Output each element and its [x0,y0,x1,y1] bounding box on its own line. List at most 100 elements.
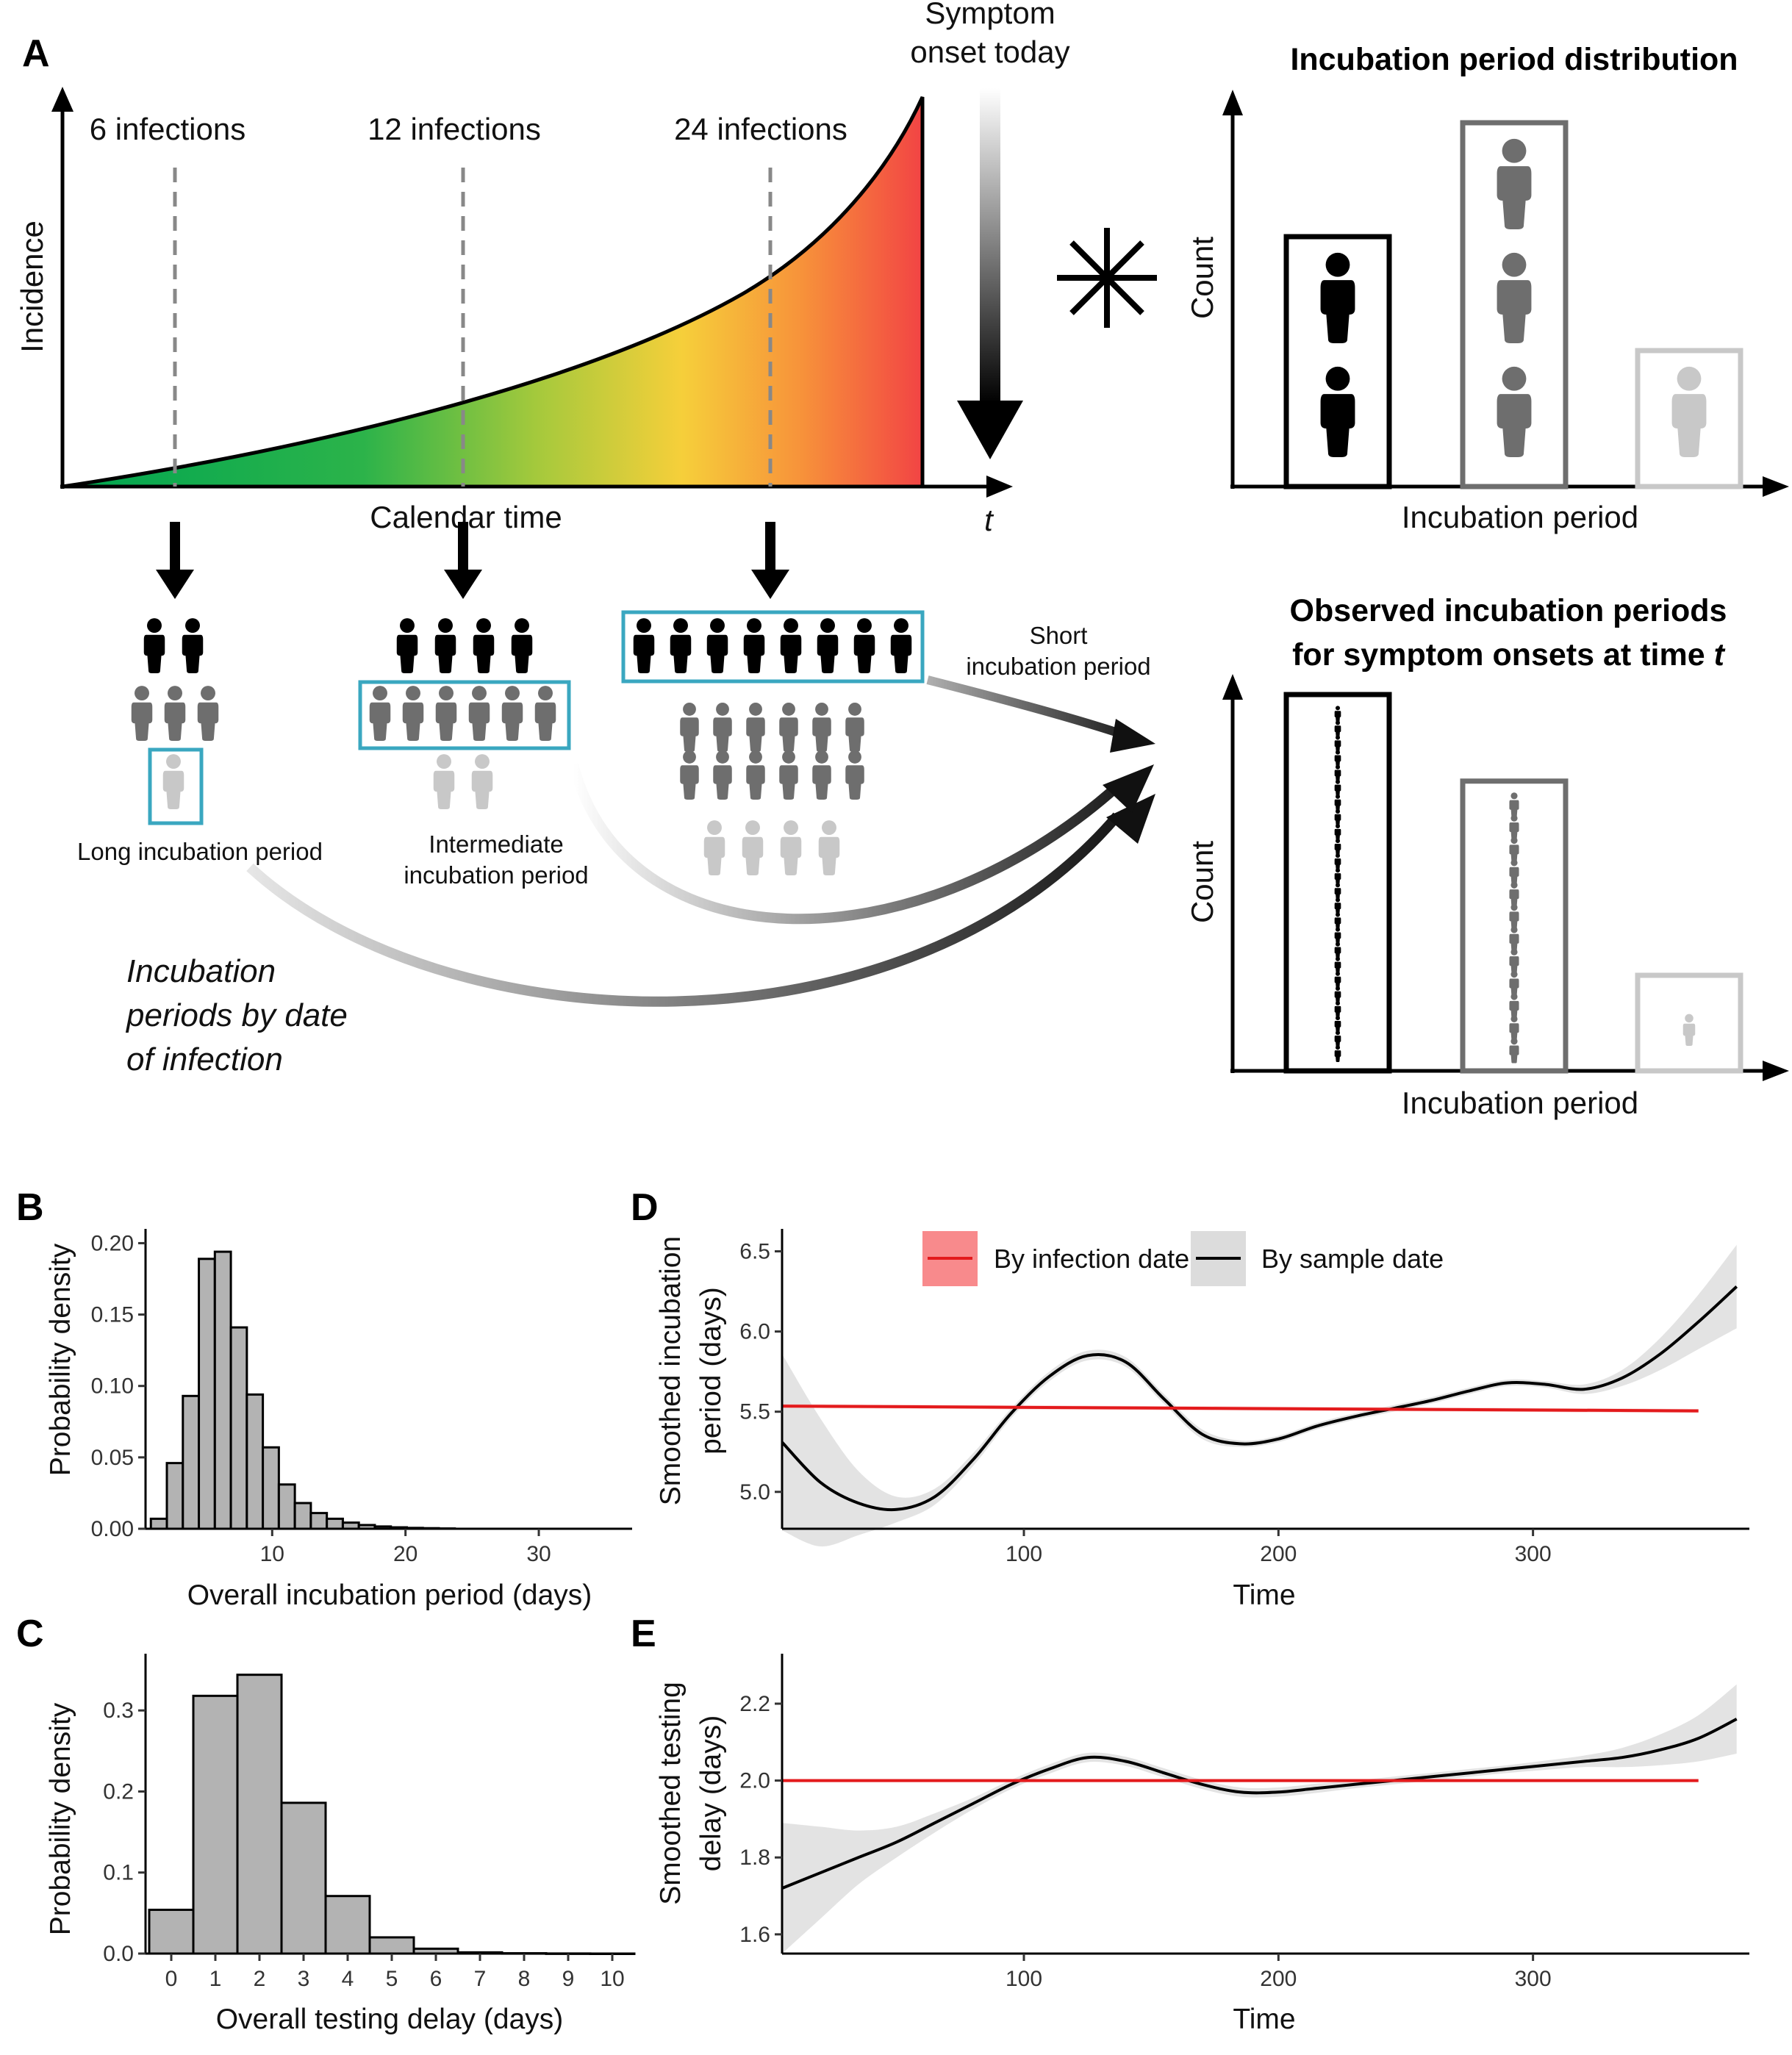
panel-b-y-tick-label: 0.10 [91,1374,134,1399]
distribution-person-icon [1320,252,1355,343]
panel-d-series-line [781,1285,1738,1512]
panel-b-y-tick-label: 0.20 [91,1231,134,1255]
observed-person-icon [1334,942,1341,959]
legend-infection-label: By infection date [994,1244,1189,1274]
observed-person-icon [1334,794,1341,811]
panel-a: A Incidence Calendar time t 6 infections… [15,0,1789,1120]
observed-person-icon [1334,868,1341,886]
panel-a-letter: A [22,32,50,75]
histogram-bar [148,1908,195,1955]
panel-e-x-tick-label: 200 [1260,1967,1297,1991]
observed-x-arrow [1763,1061,1789,1081]
down-arrows [156,522,789,599]
panel-b-x-tick-label: 10 [260,1542,284,1566]
short-incubation-label-line2: incubation period [966,653,1150,680]
observed-title-line2-text: for symptom onsets at time [1292,637,1713,673]
panel-e-line-chart: 1.6 1.8 2.0 2.2 100 200 300 [739,1654,1749,1991]
observed-y-arrow [1222,674,1243,700]
panel-e-x-label: Time [1233,2004,1295,2035]
panel-b-y-label: Probability density [45,1243,76,1476]
symptom-onset-arrow-head [957,401,1023,459]
observed-person-icon [1334,927,1341,944]
histogram-bar [368,1936,415,1955]
panel-c-y-label: Probability density [45,1702,76,1935]
cohort-person-icon [197,686,219,741]
panel-c-y-tick-label: 0.0 [103,1942,134,1966]
observed-title-line1: Observed incubation periods [1290,593,1727,628]
panel-d-legend: By infection date By sample date [922,1231,1444,1286]
distribution-person-icon [1671,366,1707,457]
panel-c: C 0.0 0.1 0.2 0.3 0 1 2 3 4 5 6 7 8 9 10 Overall testi… [16,1613,636,2035]
distribution-person-icon [1497,366,1532,457]
observed-person-icon [1334,706,1341,723]
histogram-bar [192,1694,239,1955]
panel-d-x-tick-label: 300 [1515,1542,1552,1566]
panel-d-line-chart: 5.0 5.5 6.0 6.5 100 200 300 [739,1229,1749,1566]
histogram-bar [245,1393,265,1530]
calendar-x-arrow [986,476,1013,498]
observed-bar [1283,692,1392,1074]
long-incubation-flow-head [1106,794,1155,844]
cohort-person-icon [680,702,699,752]
short-incubation-highlight [621,610,925,684]
panel-e-series-line [781,1718,1738,1890]
observed-person-icon [1334,779,1341,797]
infection-label-1: 6 infections [90,112,245,146]
distribution-title: Incubation period distribution [1290,42,1738,77]
panel-e-y-tick-label: 1.6 [739,1923,770,1947]
cohort-person-icon [818,820,840,875]
incidence-label: Incidence [15,220,49,353]
histogram-bar [324,1895,371,1955]
histogram-bar [326,1517,344,1530]
cohort-person-icon [369,686,391,741]
cohort-person-icon [812,702,831,752]
intermediate-incubation-highlight [358,680,571,750]
incidence-curve [62,96,925,489]
observed-person-icon [1509,971,1519,997]
observed-person-icon [1509,881,1519,908]
histogram-bar [198,1258,216,1530]
cohort-person-icon [779,702,798,752]
cohort-person-icon [742,820,764,875]
observed-person-icon [1509,836,1519,863]
cohort-person-icon [746,750,765,800]
observed-person-icon [1334,1016,1341,1033]
observed-person-icon [1334,956,1341,974]
short-incubation-label-line1: Short [1030,622,1088,649]
observed-person-icon [1334,735,1341,753]
panel-e: E 1.6 1.8 2.0 2.2 100 200 300 Time Smoothed te… [631,1613,1749,2035]
distribution-bar [1283,234,1392,489]
panel-b-x-tick-label: 20 [393,1542,417,1566]
panel-d-series-line [781,1405,1699,1413]
panel-c-x-tick-label: 10 [600,1967,624,1991]
observed-person-icon [1509,993,1519,1019]
observed-person-icon [1334,720,1341,738]
italic-label-line3: of infection [126,1041,283,1077]
cohort-person-icon [703,820,725,875]
observed-person-icon [1509,859,1519,885]
panel-d-y-label-line1: Smoothed incubation [655,1236,687,1505]
panel-d-confidence-band [782,1244,1737,1547]
distribution-count-label: Count [1185,237,1219,319]
distribution-bars [1283,120,1743,489]
panel-b-histogram: 0.00 0.05 0.10 0.15 0.20 10 20 30 [91,1229,632,1566]
legend-sample-label: By sample date [1261,1244,1444,1274]
distribution-x-arrow [1763,476,1789,497]
observed-bar [1635,972,1743,1074]
histogram-bar [165,1462,184,1530]
intermediate-incubation-label-line2: incubation period [404,861,588,889]
panel-d-y-tick-label: 6.0 [739,1320,770,1344]
panel-b-x-label: Overall incubation period (days) [187,1579,592,1611]
cohort-person-icon [471,754,493,809]
histogram-bar [213,1250,232,1530]
symptom-onset-arrow-shaft [980,88,1000,404]
observed-person-icon [1334,1045,1341,1063]
cohort-person-icon [890,618,912,673]
observed-person-icon [1334,971,1341,989]
panel-d-y-tick-label: 5.5 [739,1400,770,1424]
observed-person-icon [1682,1014,1696,1046]
panel-b-y-tick-label: 0.15 [91,1303,134,1327]
t-label: t [984,503,994,537]
panel-e-y-label-line2: delay (days) [695,1715,727,1871]
intermediate-incubation-label-line1: Intermediate [429,831,563,858]
